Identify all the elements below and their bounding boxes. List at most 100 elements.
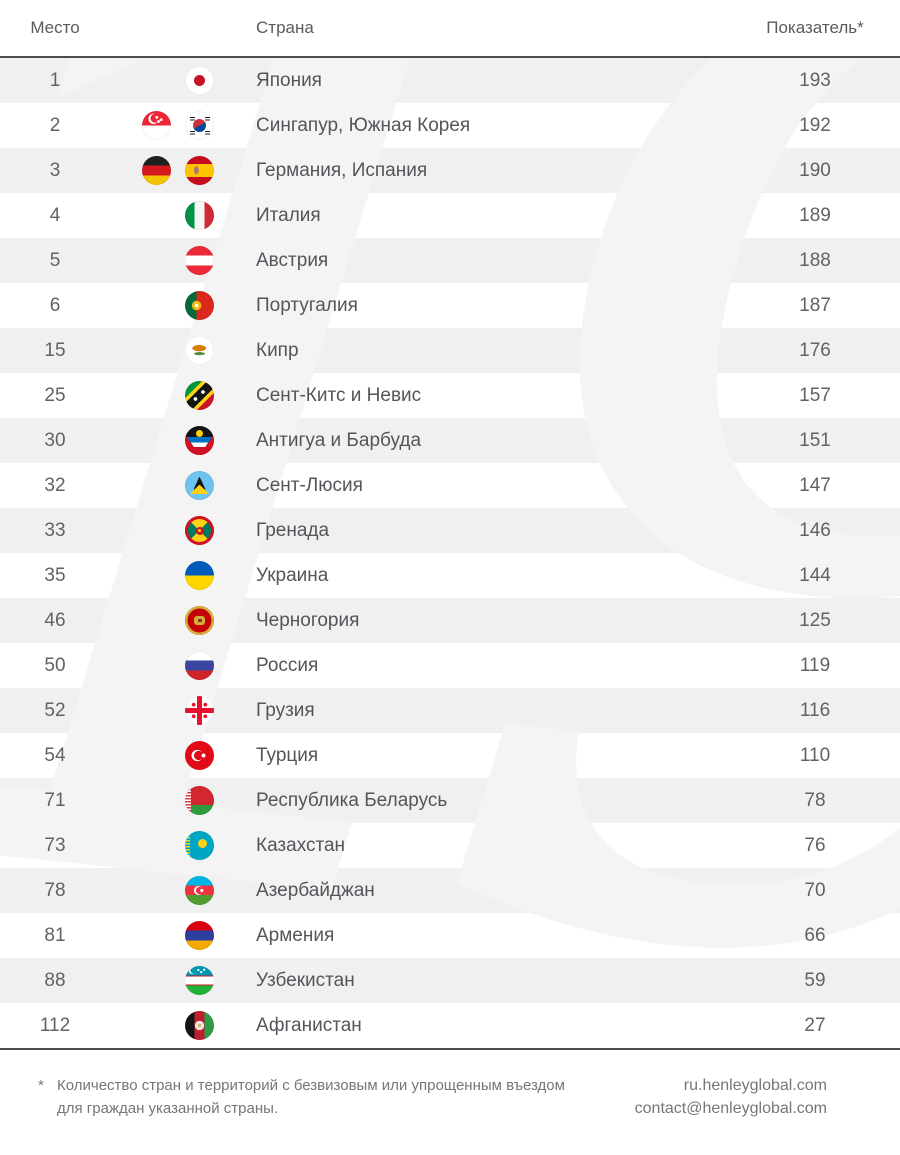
ranking-table: Место Страна Показатель* 1 Япония 193 2 … [0, 0, 900, 1050]
flag-group [110, 516, 215, 545]
rank-cell: 46 [44, 609, 66, 631]
score-cell: 157 [799, 384, 831, 406]
flag-group [110, 246, 215, 275]
flag-singapore-icon [142, 111, 171, 140]
table-row: 6 Португалия 187 [0, 283, 900, 328]
rank-cell: 35 [44, 564, 66, 586]
flag-south-korea-icon [185, 111, 214, 140]
country-name: Япония [256, 69, 322, 91]
score-cell: 78 [804, 789, 826, 811]
score-cell: 188 [799, 249, 831, 271]
rank-cell: 88 [44, 969, 66, 991]
table-row: 30 Антигуа и Барбуда 151 [0, 418, 900, 463]
rank-cell: 54 [44, 744, 66, 766]
flag-group [110, 966, 215, 995]
flag-group [110, 921, 215, 950]
country-name: Кипр [256, 339, 299, 361]
footer: * Количество стран и территорий с безвиз… [0, 1074, 900, 1120]
flag-group [110, 156, 215, 185]
country-name: Турция [256, 744, 319, 766]
score-cell: 176 [799, 339, 831, 361]
table-row: 1 Япония 193 [0, 58, 900, 103]
score-cell: 125 [799, 609, 831, 631]
flag-group [110, 741, 215, 770]
country-name: Казахстан [256, 834, 346, 856]
rank-cell: 15 [44, 339, 66, 361]
flag-grenada-icon [185, 516, 214, 545]
flag-group [110, 201, 215, 230]
table-header: Место Страна Показатель* [0, 0, 900, 58]
flag-spain-icon [185, 156, 214, 185]
score-cell: 66 [804, 924, 826, 946]
footnote-text: Количество стран и территорий с безвизов… [57, 1074, 565, 1120]
footnote: * Количество стран и территорий с безвиз… [38, 1074, 635, 1120]
table-bottom-divider [0, 1048, 900, 1050]
table-row: 112 Афганистан 27 [0, 1003, 900, 1048]
table-row: 50 Россия 119 [0, 643, 900, 688]
score-cell: 192 [799, 114, 831, 136]
flag-turkey-icon [185, 741, 214, 770]
flag-group [110, 606, 215, 635]
country-name: Гренада [256, 519, 330, 541]
country-name: Грузия [256, 699, 315, 721]
flag-japan-icon [185, 66, 214, 95]
table-row: 3 Германия, Испания 190 [0, 148, 900, 193]
country-name: Азербайджан [256, 879, 375, 901]
rank-cell: 112 [39, 1014, 71, 1036]
country-name: Австрия [256, 249, 329, 271]
flag-group [110, 66, 215, 95]
table-row: 2 Сингапур, Южная Корея 192 [0, 103, 900, 148]
score-cell: 187 [799, 294, 831, 316]
table-row: 81 Армения 66 [0, 913, 900, 958]
country-name: Украина [256, 564, 329, 586]
website-link[interactable]: ru.henleyglobal.com [683, 1077, 827, 1094]
email-link[interactable]: contact@henleyglobal.com [634, 1100, 827, 1117]
rank-cell: 3 [49, 159, 61, 181]
score-cell: 116 [799, 699, 831, 721]
flag-group [110, 381, 215, 410]
table-row: 32 Сент-Люсия 147 [0, 463, 900, 508]
flag-ukraine-icon [185, 561, 214, 590]
flag-group [110, 426, 215, 455]
table-row: 78 Азербайджан 70 [0, 868, 900, 913]
flag-uzbekistan-icon [185, 966, 214, 995]
ranking-table-body: 1 Япония 193 2 Сингапур, Южная Корея 192… [0, 58, 900, 1048]
country-name: Италия [256, 204, 321, 226]
flag-group [110, 876, 215, 905]
country-name: Республика Беларусь [256, 789, 448, 811]
flag-group [110, 471, 215, 500]
country-name: Россия [256, 654, 319, 676]
flag-group [110, 111, 215, 140]
footnote-line-2: для граждан указанной страны. [57, 1100, 279, 1117]
flag-group [110, 1011, 215, 1040]
flag-russia-icon [185, 651, 214, 680]
rank-cell: 25 [44, 384, 66, 406]
score-cell: 147 [799, 474, 831, 496]
table-row: 33 Гренада 146 [0, 508, 900, 553]
flag-group [110, 831, 215, 860]
header-country: Страна [256, 18, 314, 37]
flag-montenegro-icon [185, 606, 214, 635]
table-row: 46 Черногория 125 [0, 598, 900, 643]
rank-cell: 71 [44, 789, 66, 811]
footnote-line-1: Количество стран и территорий с безвизов… [57, 1077, 565, 1094]
score-cell: 110 [799, 744, 831, 766]
table-row: 71 Республика Беларусь 78 [0, 778, 900, 823]
flag-afghanistan-icon [185, 1011, 214, 1040]
flag-group [110, 786, 215, 815]
rank-cell: 4 [49, 204, 61, 226]
header-rank: Место [30, 18, 80, 37]
table-row: 52 Грузия 116 [0, 688, 900, 733]
flag-italy-icon [185, 201, 214, 230]
rank-cell: 50 [44, 654, 66, 676]
rank-cell: 52 [44, 699, 66, 721]
flag-belarus-icon [185, 786, 214, 815]
country-name: Германия, Испания [256, 159, 428, 181]
table-row: 54 Турция 110 [0, 733, 900, 778]
table-row: 88 Узбекистан 59 [0, 958, 900, 1003]
country-name: Сент-Люсия [256, 474, 363, 496]
score-cell: 119 [799, 654, 831, 676]
country-name: Сент-Китс и Невис [256, 384, 422, 406]
flag-group [110, 336, 215, 365]
rank-cell: 6 [49, 294, 61, 316]
